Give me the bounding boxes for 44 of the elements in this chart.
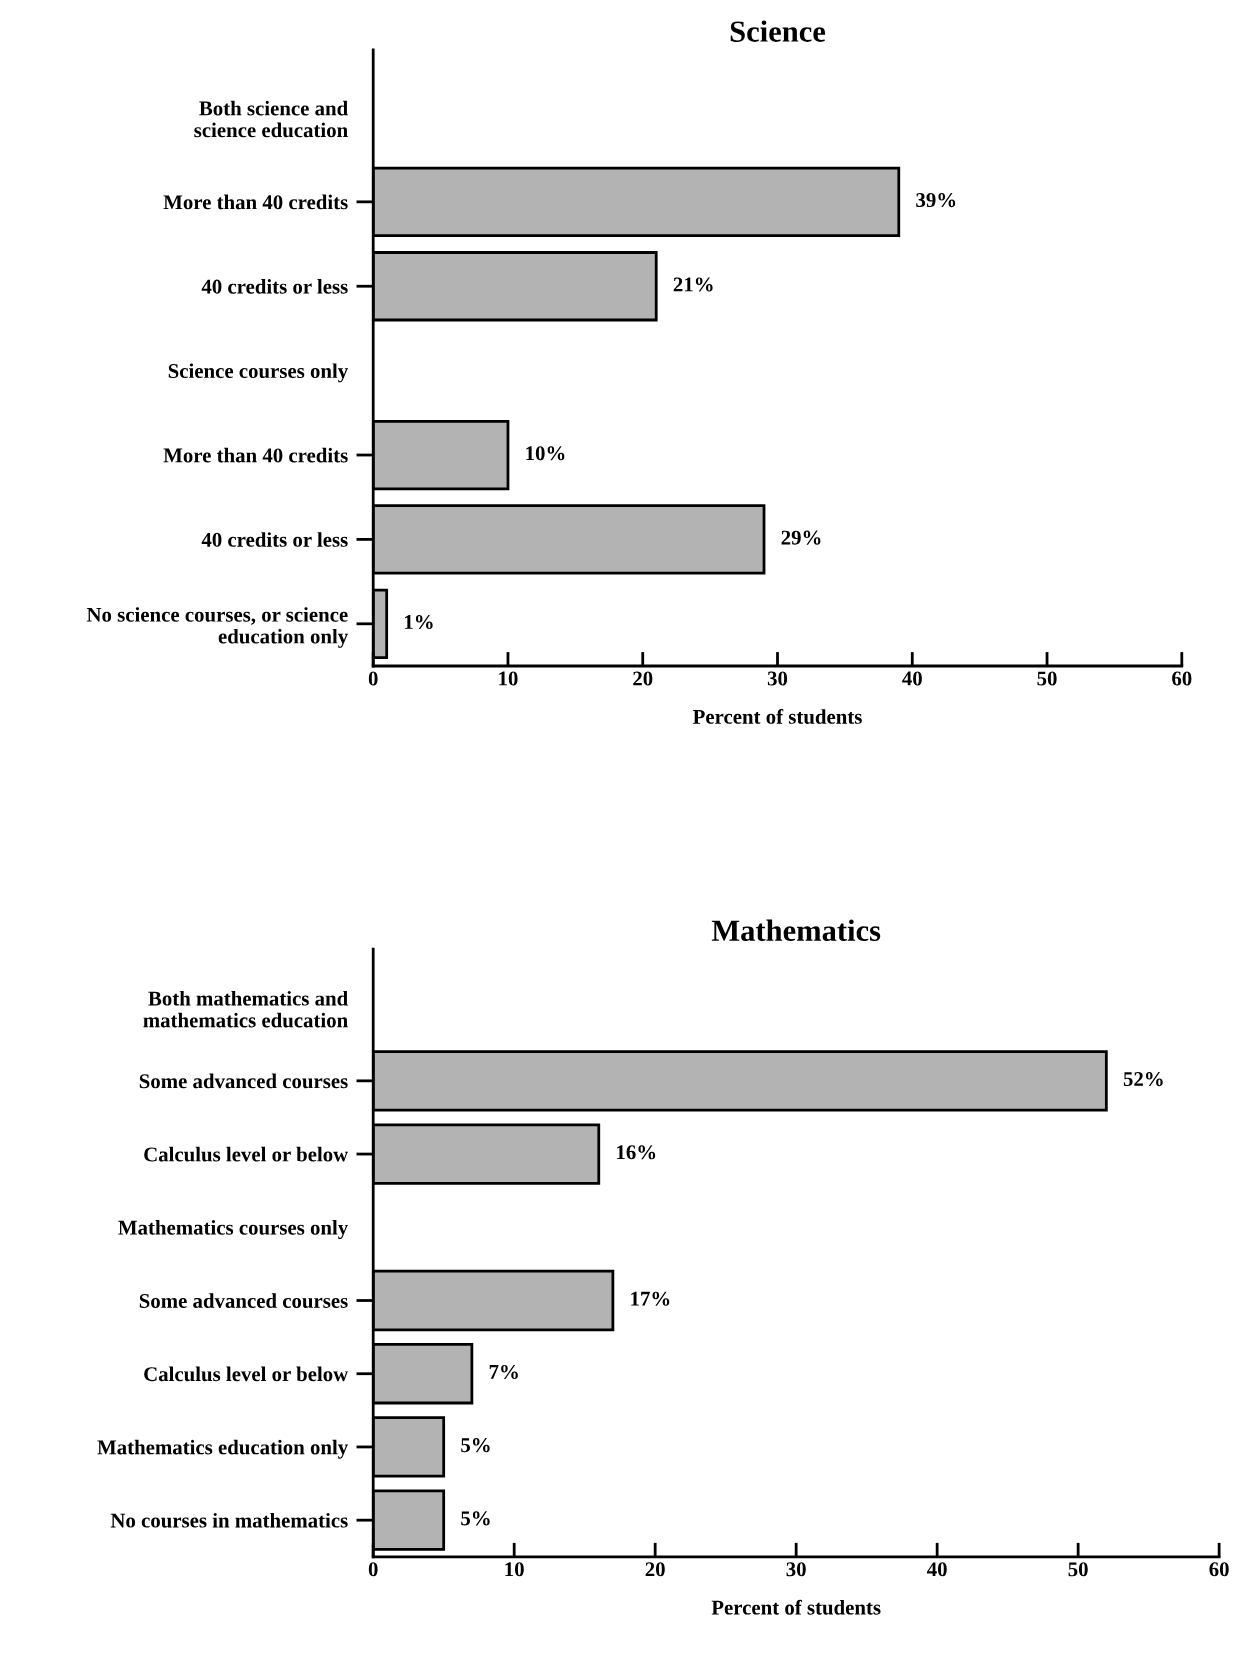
y-tick-label: Science courses only [168,363,348,383]
x-tick-label: 20 [645,1562,665,1577]
y-tick-label: Mathematics education only [97,1439,348,1459]
data-label: 17% [631,1291,670,1306]
y-tick-label: Both science and science education [194,100,348,138]
y-tick-label: 40 credits or less [201,279,348,294]
x-axis-title: Percent of students [692,708,862,724]
x-tick-label: 40 [927,1562,947,1577]
data-label: 39% [916,193,956,208]
x-tick-label: 30 [786,1562,806,1577]
data-label: 29% [781,530,821,545]
data-label: 52% [1123,1072,1163,1087]
x-tick-label: 50 [1037,671,1057,686]
data-label: 5% [461,1438,490,1453]
data-label: 1% [405,614,433,630]
x-tick-label: 10 [499,671,518,686]
x-tick-label: 30 [767,671,788,686]
y-tick-label: Calculus level or below [144,1146,349,1162]
x-tick-label: 50 [1068,1562,1088,1577]
chart-title: Mathematics [711,919,881,942]
x-tick-label: 20 [633,671,653,686]
x-tick-label: 40 [902,671,922,686]
y-tick-label: Mathematics courses only [118,1220,348,1240]
y-tick-label: Some advanced courses [139,1293,348,1308]
y-tick-label: No courses in mathematics [110,1512,348,1528]
y-tick-label: Both mathematics and mathematics education [143,990,348,1028]
data-label: 5% [461,1511,490,1526]
data-label: 16% [617,1145,656,1160]
y-tick-label: More than 40 credits [163,447,348,463]
y-tick-label: No science courses, or science education only [86,607,348,648]
x-tick-label: 60 [1172,671,1192,686]
x-axis-title: Percent of students [711,1599,881,1615]
x-tick-label: 0 [368,671,378,686]
y-tick-label: 40 credits or less [201,532,348,547]
y-tick-label: Calculus level or below [144,1366,349,1382]
chart-title: Science [730,20,826,42]
x-tick-label: 60 [1209,1562,1229,1577]
data-label: 10% [526,446,565,461]
y-tick-label: More than 40 credits [163,194,348,210]
data-label: 21% [673,277,713,292]
data-label: 7% [489,1364,518,1380]
y-tick-label: Some advanced courses [139,1073,348,1089]
x-tick-label: 10 [505,1562,524,1577]
x-tick-label: 0 [368,1562,378,1577]
